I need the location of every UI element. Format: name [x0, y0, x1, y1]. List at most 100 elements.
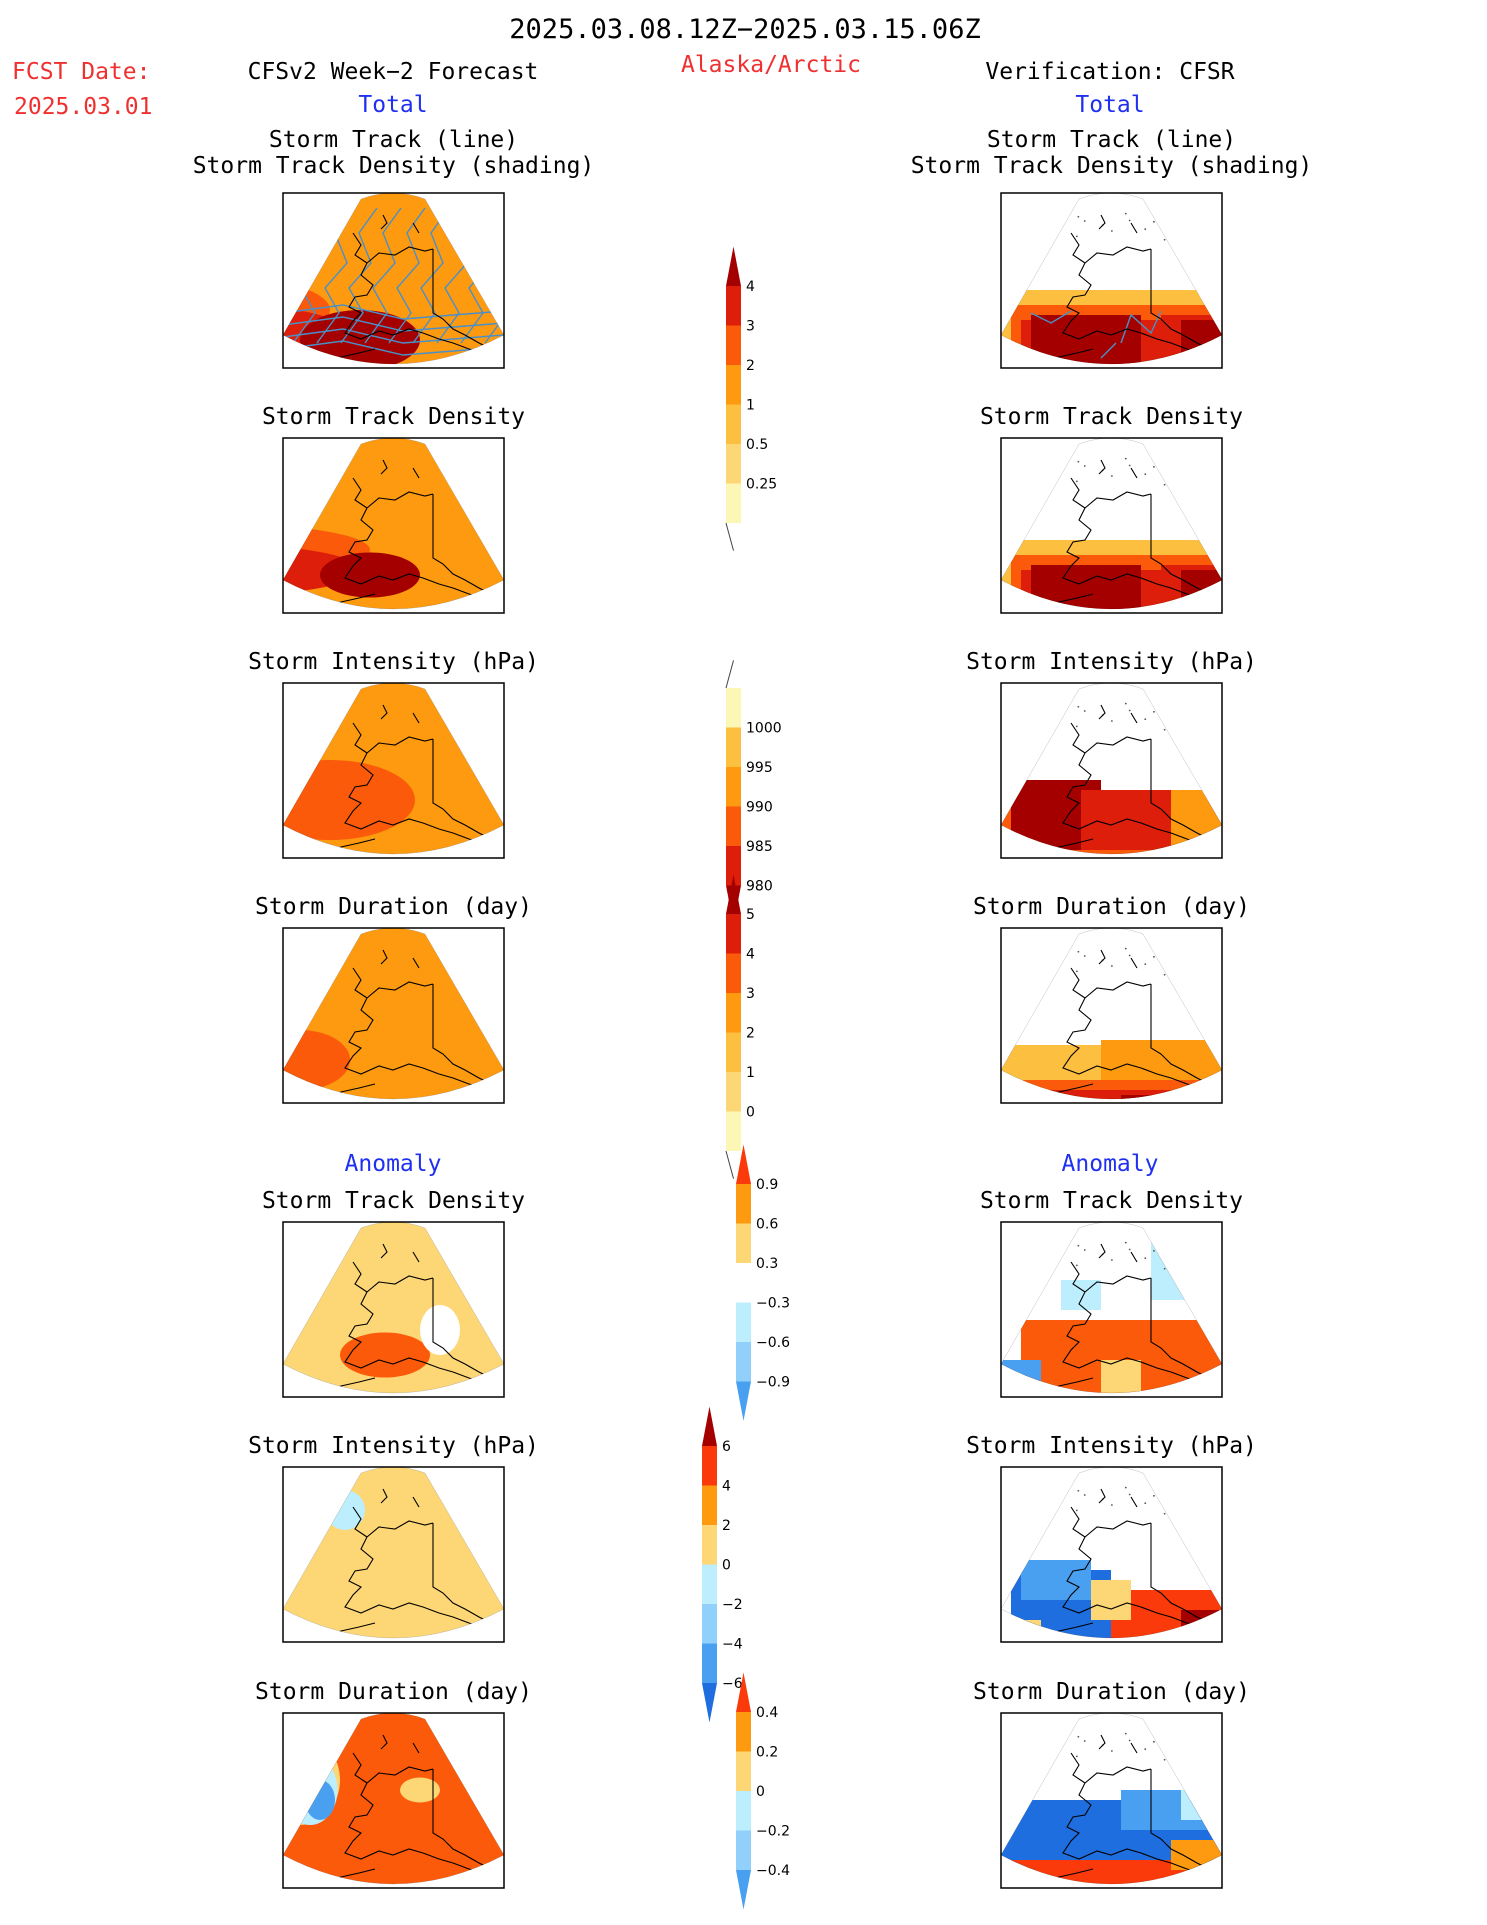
map-shading-region: [320, 552, 420, 598]
cfsr-duration-map: Storm Duration (day): [973, 894, 1341, 1104]
map-shading-cell: [1151, 790, 1222, 854]
map-frame: [282, 192, 505, 369]
map-shading-region: [283, 545, 360, 595]
map-frame: [1000, 682, 1223, 859]
colorbar-swatch: [736, 1751, 751, 1791]
map-shading-cell: [1021, 1560, 1091, 1600]
colorbar-extension-bottom: [736, 1381, 751, 1421]
colorbar-tick-label: 985: [746, 839, 773, 855]
panel-title: Storm Duration (day): [255, 1679, 532, 1705]
fcst-date-value: 2025.03.01: [14, 94, 152, 120]
colorbar-tick-label: 0.4: [756, 1705, 778, 1721]
map-shading-region: [100, 295, 160, 345]
map-shading-region: [200, 420, 240, 480]
map-shading-region: [170, 260, 240, 320]
fcst-anomaly-density-map: Storm Track Density: [115, 1188, 525, 1398]
map-shading-cell: [1321, 1320, 1361, 1350]
colorbar-tick-label: 0: [722, 1558, 731, 1574]
panel-title: Storm Duration (day): [973, 1679, 1250, 1705]
panel-title: Storm Track (line): [269, 127, 518, 153]
anomaly-duration-colorbar: 0.4 0.2 0 −0.2 −0.4: [736, 1672, 790, 1910]
map-shading-cell: [1341, 1340, 1381, 1380]
colorbar-tick-label: 6: [722, 1439, 731, 1455]
anomaly-intensity-colorbar: 6 4 2 0 −2 −4 −6: [702, 1406, 743, 1723]
map-shading-cell: [1101, 1360, 1141, 1393]
colorbar-extension-top: [736, 1144, 751, 1184]
total-density-colorbar: 4 3 2 1 0.5 0.25: [725, 246, 777, 551]
map-shading-base: [283, 1467, 504, 1638]
colorbar-tick-label: −0.4: [756, 1863, 790, 1879]
map-shading-region: [305, 1780, 335, 1820]
colorbar-tick-label: 0.3: [756, 1256, 778, 1272]
colorbar-swatch: [726, 365, 741, 405]
panel-title: Storm Intensity (hPa): [966, 1433, 1257, 1459]
coastline: [322, 1243, 498, 1393]
map-shading-cell: [1281, 820, 1321, 850]
fcst-track-line-map: Storm Track (line)Storm Track Density (s…: [55, 127, 594, 373]
colorbar-tick-label: −2: [722, 1597, 743, 1613]
colorbar-swatch: [736, 1223, 751, 1263]
map-shading-cell: [1081, 790, 1171, 850]
total-label-right: Total: [1075, 92, 1144, 118]
panel-title: Storm Track Density: [262, 1188, 525, 1214]
map-shading-cell: [1231, 1560, 1331, 1600]
coastline: [1040, 459, 1216, 609]
colorbar-tick-label: 0.2: [756, 1745, 778, 1761]
fcst-track-density-map: Storm Track Density: [200, 404, 525, 614]
map-shading-region: [283, 1385, 325, 1393]
map-shading-region: [400, 1777, 440, 1803]
fcst-intensity-map: Storm Intensity (hPa): [85, 649, 539, 863]
map-shading-cell: [1331, 1840, 1381, 1880]
colorbar-tick-label: 3: [746, 319, 755, 335]
map-shading-region: [95, 1560, 205, 1640]
colorbar-extension-top: [726, 246, 741, 286]
colorbar-tick-label: 3: [746, 986, 755, 1002]
colorbar-tick-label: −0.2: [756, 1824, 790, 1840]
colorbar-swatch: [736, 1342, 751, 1382]
anomaly-label-left: Anomaly: [345, 1151, 442, 1177]
map-shading-cell: [1001, 1360, 1041, 1393]
panel-title: Storm Duration (day): [973, 894, 1250, 920]
colorbar-tick-label: −6: [722, 1676, 743, 1692]
coastline: [322, 949, 498, 1099]
map-shading-region: [115, 1348, 245, 1393]
map-shading-region: [83, 1583, 168, 1628]
map-shading-cell: [1301, 1080, 1341, 1100]
colorbar-swatch: [726, 1032, 741, 1072]
total-duration-colorbar: 5 4 3 2 1 0: [725, 874, 755, 1179]
panel-subtitle: Storm Track Density (shading): [911, 153, 1313, 179]
map-shading-region: [205, 693, 275, 748]
colorbar-swatch: [736, 1302, 751, 1342]
map-shading-region: [85, 778, 215, 863]
map-shading-cell: [1151, 1240, 1222, 1300]
map-shading-region: [90, 1540, 230, 1640]
colorbar-tick-label: 980: [746, 879, 773, 895]
map-shading-base: [283, 1713, 504, 1884]
cfsr-anomaly-duration-map: Storm Duration (day): [973, 1679, 1381, 1889]
colorbar-swatch: [726, 1111, 741, 1151]
cfsr-track-density-map: Storm Track Density: [980, 404, 1243, 614]
map-shading-cell: [1331, 830, 1351, 850]
colorbar-swatch: [736, 1263, 751, 1303]
map-shading-region: [200, 745, 260, 785]
colorbar-tick-label: 1: [746, 1065, 755, 1081]
map-shading-region: [55, 318, 205, 373]
colorbar-swatch: [702, 1564, 717, 1604]
map-shading-cell: [1121, 1790, 1222, 1830]
map-shading-region: [85, 995, 215, 1085]
map-shading-region: [205, 1290, 275, 1350]
map-shading-cell: [1031, 565, 1141, 609]
colorbar-extension-top: [726, 874, 741, 914]
coastline: [1040, 214, 1216, 364]
map-shading-cell: [1181, 320, 1222, 364]
map-shading-region: [283, 760, 415, 840]
coastline: [1040, 949, 1216, 1099]
colorbar-tick-label: 2: [746, 358, 755, 374]
map-shading-cell: [1181, 1790, 1222, 1820]
map-shading-cell: [1006, 1375, 1026, 1393]
panel-title: Storm Intensity (hPa): [248, 1433, 539, 1459]
colorbar-swatch: [726, 914, 741, 954]
coastline: [1040, 704, 1216, 854]
colorbar-swatch: [726, 806, 741, 846]
colorbar-tick-label: −0.6: [756, 1335, 790, 1351]
